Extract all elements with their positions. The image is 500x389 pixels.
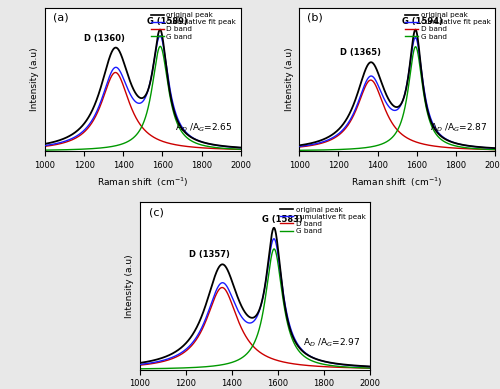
Text: D (1360): D (1360) bbox=[84, 34, 125, 43]
Text: D (1365): D (1365) bbox=[340, 48, 380, 58]
Text: A$_D$ /A$_G$=2.97: A$_D$ /A$_G$=2.97 bbox=[304, 337, 361, 349]
Y-axis label: Intensity (a.u): Intensity (a.u) bbox=[30, 47, 40, 111]
Legend: original peak, cumulative fit peak, D band, G band: original peak, cumulative fit peak, D ba… bbox=[277, 204, 368, 237]
Y-axis label: Intensity (a.u): Intensity (a.u) bbox=[126, 254, 134, 318]
Text: G (1583): G (1583) bbox=[262, 215, 302, 224]
Text: G (1589): G (1589) bbox=[146, 17, 188, 26]
Text: G (1594): G (1594) bbox=[402, 17, 443, 26]
Y-axis label: Intensity (a.u): Intensity (a.u) bbox=[285, 47, 294, 111]
Text: (a): (a) bbox=[53, 12, 68, 22]
Text: (c): (c) bbox=[149, 207, 164, 217]
Text: A$_D$ /A$_G$=2.87: A$_D$ /A$_G$=2.87 bbox=[430, 121, 487, 134]
Legend: original peak, cumulative fit peak, D band, G band: original peak, cumulative fit peak, D ba… bbox=[402, 9, 494, 42]
Text: (b): (b) bbox=[307, 12, 323, 22]
X-axis label: Raman shift  (cm$^{-1}$): Raman shift (cm$^{-1}$) bbox=[97, 175, 188, 189]
Text: D (1357): D (1357) bbox=[189, 250, 230, 259]
Text: A$_D$ /A$_G$=2.65: A$_D$ /A$_G$=2.65 bbox=[176, 121, 233, 134]
X-axis label: Raman shift  (cm$^{-1}$): Raman shift (cm$^{-1}$) bbox=[352, 175, 443, 189]
Legend: original peak, cumulative fit peak, D band, G band: original peak, cumulative fit peak, D ba… bbox=[148, 9, 239, 42]
